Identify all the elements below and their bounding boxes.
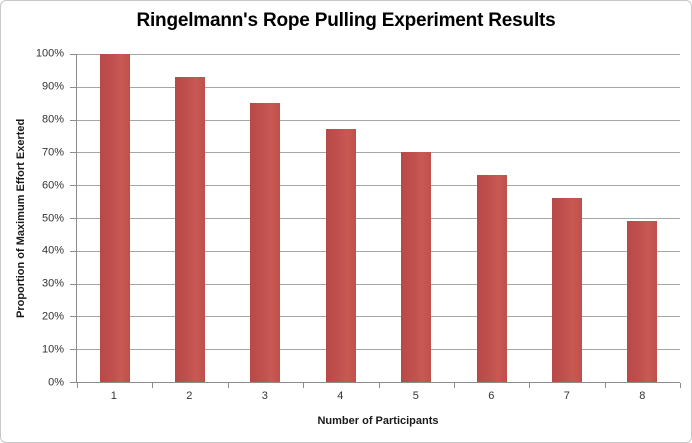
y-axis-tick xyxy=(70,382,76,383)
y-axis-tick xyxy=(70,185,76,187)
bar-participants-4 xyxy=(325,129,356,382)
y-gridline xyxy=(77,185,680,187)
bar-participants-5 xyxy=(401,152,432,382)
y-axis-tick xyxy=(70,218,76,219)
bar-participants-6 xyxy=(476,175,507,382)
x-axis-tick xyxy=(303,383,305,388)
x-axis-tick-labels: 1 2 3 4 5 6 7 8 xyxy=(76,391,680,405)
bar-participants-8 xyxy=(627,221,658,382)
y-gridline xyxy=(77,119,680,121)
x-tick-label: 2 xyxy=(186,390,193,402)
y-axis-tick-labels: 0% 10% 20% 30% 40% 50% 60% 70% 80% 90% 100% xyxy=(1,48,69,388)
x-axis-tick xyxy=(604,383,606,388)
x-axis-tick xyxy=(227,383,229,388)
y-tick-label: 20% xyxy=(41,310,64,323)
x-tick-label: 8 xyxy=(639,390,646,402)
y-tick-label: 60% xyxy=(41,179,64,192)
y-axis-tick xyxy=(70,86,76,88)
x-tick-label: 1 xyxy=(110,390,117,402)
x-tick-label: 3 xyxy=(261,390,268,402)
y-axis-tick xyxy=(70,152,76,154)
y-tick-label: 70% xyxy=(41,146,64,159)
x-axis-tick xyxy=(680,383,681,388)
y-tick-label: 30% xyxy=(41,277,64,290)
y-tick-label: 80% xyxy=(41,113,64,126)
y-axis-tick xyxy=(70,54,76,55)
y-gridline xyxy=(77,250,680,252)
x-axis-tick xyxy=(77,383,78,388)
bar-participants-3 xyxy=(250,103,281,382)
y-axis-tick xyxy=(70,283,76,285)
plot-area xyxy=(70,54,681,388)
y-gridline xyxy=(77,283,680,285)
y-gridline xyxy=(77,349,680,351)
bar-participants-1 xyxy=(99,54,130,382)
bar-participants-2 xyxy=(175,76,206,382)
y-gridline xyxy=(77,316,680,318)
x-axis-title: Number of Participants xyxy=(317,415,439,427)
x-tick-label: 7 xyxy=(563,390,570,402)
y-axis-tick xyxy=(70,119,76,121)
y-axis-tick xyxy=(70,250,76,252)
chart-title: Ringelmann's Rope Pulling Experiment Res… xyxy=(136,10,556,31)
x-axis-tick xyxy=(152,383,154,388)
y-tick-label: 50% xyxy=(41,212,64,224)
x-tick-label: 4 xyxy=(337,390,344,402)
y-gridline xyxy=(77,54,680,55)
y-gridline xyxy=(77,152,680,154)
y-axis-tick xyxy=(70,349,76,351)
y-tick-label: 40% xyxy=(41,244,64,257)
y-tick-label: 100% xyxy=(35,47,64,60)
y-tick-label: 10% xyxy=(41,343,64,356)
bar-participants-7 xyxy=(551,198,582,382)
y-tick-label: 90% xyxy=(41,80,64,93)
x-axis-tick xyxy=(378,383,380,388)
x-axis-tick xyxy=(453,383,455,388)
y-gridline xyxy=(77,218,680,219)
x-axis-tick xyxy=(529,383,531,388)
y-gridline xyxy=(77,86,680,88)
y-tick-label: 0% xyxy=(48,376,64,389)
y-axis-tick xyxy=(70,316,76,318)
x-tick-label: 6 xyxy=(488,390,495,402)
x-tick-label: 5 xyxy=(412,390,419,402)
